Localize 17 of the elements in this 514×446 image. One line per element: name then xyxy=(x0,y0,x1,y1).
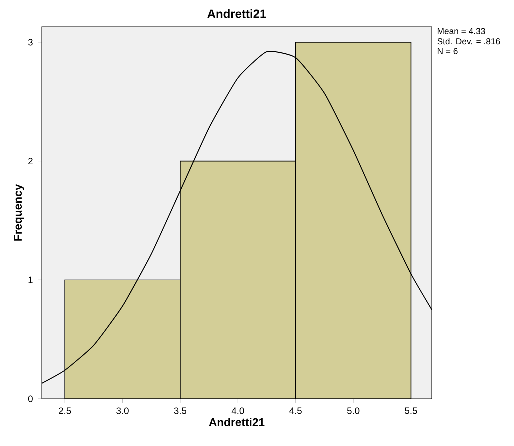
y-tick-label: 3 xyxy=(28,39,33,46)
text: N = 6 xyxy=(438,48,458,54)
x-tick-label: 4.5 xyxy=(290,408,302,414)
text: Std. Dev. = .816 xyxy=(438,38,500,45)
x-tick-label: 4.0 xyxy=(232,408,244,414)
y-axis-title: Frequency xyxy=(14,184,24,241)
x-axis-title: Andretti21 xyxy=(209,418,265,426)
x-tick-label: 5.0 xyxy=(347,408,360,414)
text: Mean = 4.33 xyxy=(438,28,486,34)
x-tick-label: 3.5 xyxy=(174,408,187,414)
x-tick-label: 3.0 xyxy=(116,408,129,414)
y-tick-label: 1 xyxy=(28,276,33,284)
x-tick-label: 2.5 xyxy=(59,408,72,414)
chart-title: Andretti21 xyxy=(208,9,266,18)
x-tick-label: 5.5 xyxy=(405,408,418,414)
y-tick-label: 2 xyxy=(28,158,33,165)
y-tick-label: 0 xyxy=(28,396,33,402)
